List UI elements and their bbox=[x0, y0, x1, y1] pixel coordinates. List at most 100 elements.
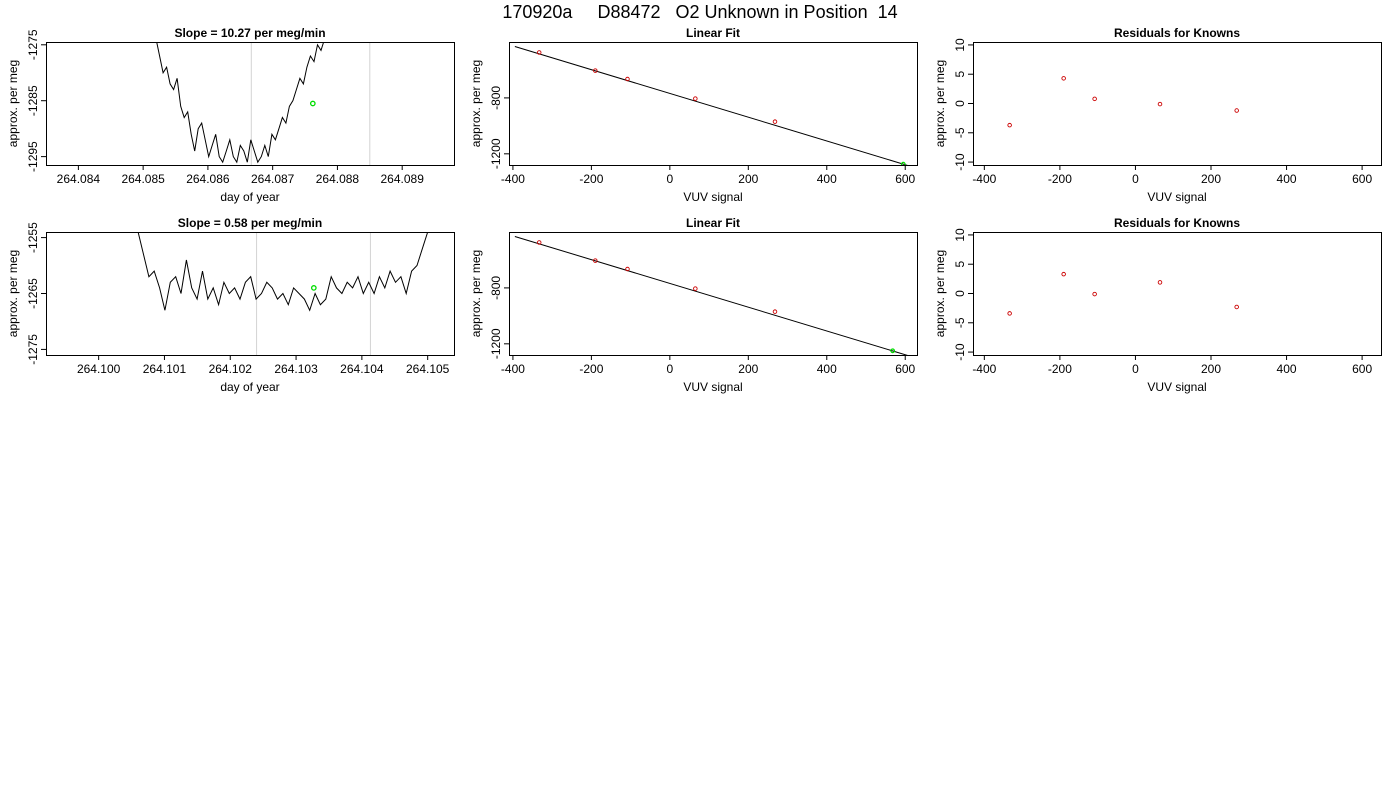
data-point bbox=[772, 119, 778, 124]
data-point bbox=[593, 68, 598, 73]
x-tick-label: -200 bbox=[579, 172, 603, 186]
plot-frame bbox=[973, 42, 1382, 166]
x-tick-label: -400 bbox=[501, 172, 525, 186]
chart-title: Linear Fit bbox=[686, 216, 740, 230]
fit-line bbox=[514, 45, 908, 165]
y-tick-label: 0 bbox=[953, 290, 967, 297]
x-tick-label: 264.103 bbox=[274, 362, 318, 376]
data-point bbox=[1234, 304, 1239, 310]
x-tick-label: 264.104 bbox=[340, 362, 384, 376]
x-tick-label: 600 bbox=[1352, 172, 1372, 186]
y-tick-label: -10 bbox=[953, 343, 967, 361]
data-point bbox=[1007, 311, 1012, 316]
x-tick-label: 0 bbox=[667, 172, 674, 186]
x-tick-label: -400 bbox=[972, 362, 996, 376]
y-axis-label: approx. per meg bbox=[933, 250, 947, 337]
data-point bbox=[1092, 291, 1097, 297]
x-tick-label: 264.086 bbox=[186, 172, 230, 186]
data-point bbox=[1007, 122, 1012, 128]
x-tick-label: 264.089 bbox=[380, 172, 424, 186]
chart-title: Slope = 10.27 per meg/min bbox=[174, 26, 325, 40]
plot-area bbox=[1007, 271, 1239, 316]
x-tick-label: 200 bbox=[1201, 362, 1221, 376]
x-tick-label: 400 bbox=[1277, 362, 1297, 376]
x-tick-label: -200 bbox=[579, 362, 603, 376]
chart-title: Slope = 0.58 per meg/min bbox=[178, 216, 322, 230]
y-axis-label: approx. per meg bbox=[6, 60, 20, 147]
x-axis-label: VUV signal bbox=[1147, 190, 1206, 204]
data-point bbox=[536, 50, 542, 55]
y-tick-label: -1255 bbox=[26, 222, 40, 253]
x-tick-label: 264.102 bbox=[209, 362, 253, 376]
x-tick-label: 200 bbox=[738, 362, 758, 376]
plot-area bbox=[514, 45, 908, 165]
x-tick-label: 264.084 bbox=[57, 172, 101, 186]
chart-fit1: Linear Fit -400 -200 0 200 400 600 -800 -1200 VUV… bbox=[469, 26, 918, 204]
y-tick-label: -1285 bbox=[26, 85, 40, 116]
x-tick-label: 200 bbox=[738, 172, 758, 186]
x-axis-label: VUV signal bbox=[683, 190, 742, 204]
page-title: 170920a D88472 O2 Unknown in Position 14 bbox=[502, 2, 898, 22]
y-tick-label: -800 bbox=[489, 86, 503, 110]
y-tick-label: 0 bbox=[953, 100, 967, 107]
y-tick-label: -1200 bbox=[489, 328, 503, 359]
chart-fit2: Linear Fit -400 -200 0 200 400 600 -800 -1200 VUV… bbox=[469, 216, 918, 394]
plot-area bbox=[514, 235, 908, 355]
y-tick-label: -5 bbox=[953, 317, 967, 328]
data-point bbox=[1157, 280, 1163, 285]
unknown-marker bbox=[309, 100, 316, 107]
y-axis-label: approx. per meg bbox=[469, 250, 483, 337]
y-tick-label: -1265 bbox=[26, 278, 40, 309]
x-tick-label: 600 bbox=[895, 172, 915, 186]
x-tick-label: 264.100 bbox=[77, 362, 121, 376]
x-tick-label: -400 bbox=[501, 362, 525, 376]
x-tick-label: -200 bbox=[1048, 362, 1072, 376]
x-tick-label: 264.085 bbox=[121, 172, 165, 186]
y-tick-label: 10 bbox=[953, 38, 967, 52]
x-axis-label: day of year bbox=[220, 190, 279, 204]
plot-frame bbox=[46, 232, 455, 356]
plot-area bbox=[137, 232, 429, 355]
y-tick-label: -800 bbox=[489, 276, 503, 300]
chart-title: Residuals for Knowns bbox=[1114, 26, 1240, 40]
x-tick-label: 0 bbox=[1132, 362, 1139, 376]
y-tick-label: -1200 bbox=[489, 138, 503, 169]
chart-title: Residuals for Knowns bbox=[1114, 216, 1240, 230]
y-tick-label: -1275 bbox=[26, 29, 40, 60]
plot-area bbox=[1007, 76, 1239, 128]
x-tick-label: 400 bbox=[1277, 172, 1297, 186]
chart-resid1: Residuals for Knowns -400 -200 0 200 400 600 10… bbox=[933, 26, 1382, 204]
plot-frame bbox=[509, 42, 918, 166]
plot-frame bbox=[973, 232, 1382, 356]
y-axis-label: approx. per meg bbox=[933, 60, 947, 147]
chart-trace2: Slope = 0.58 per meg/min 264.100 264.101 26… bbox=[6, 216, 455, 394]
x-tick-label: 264.088 bbox=[316, 172, 360, 186]
series-trace bbox=[137, 232, 429, 312]
x-tick-label: 0 bbox=[667, 362, 674, 376]
x-tick-label: 600 bbox=[895, 362, 915, 376]
data-point bbox=[536, 240, 542, 245]
y-tick-label: -5 bbox=[953, 127, 967, 138]
x-tick-label: 600 bbox=[1352, 362, 1372, 376]
unknown-point bbox=[900, 161, 906, 165]
x-tick-label: -400 bbox=[972, 172, 996, 186]
data-point bbox=[625, 266, 630, 272]
chart-title: Linear Fit bbox=[686, 26, 740, 40]
series-trace bbox=[156, 42, 325, 164]
plot-frame bbox=[46, 42, 455, 166]
x-tick-label: 264.101 bbox=[143, 362, 187, 376]
x-tick-label: 0 bbox=[1132, 172, 1139, 186]
data-point bbox=[625, 76, 630, 82]
fit-line bbox=[514, 235, 908, 355]
y-tick-label: 10 bbox=[953, 228, 967, 242]
unknown-marker bbox=[310, 285, 317, 291]
y-tick-label: 5 bbox=[953, 261, 967, 268]
data-point bbox=[1061, 271, 1066, 277]
chart-resid2: Residuals for Knowns -400 -200 0 200 400 600 10… bbox=[933, 216, 1382, 394]
x-tick-label: 200 bbox=[1201, 172, 1221, 186]
x-axis-label: VUV signal bbox=[683, 380, 742, 394]
unknown-point bbox=[890, 348, 896, 354]
x-tick-label: 400 bbox=[817, 362, 837, 376]
x-axis-label: day of year bbox=[220, 380, 279, 394]
